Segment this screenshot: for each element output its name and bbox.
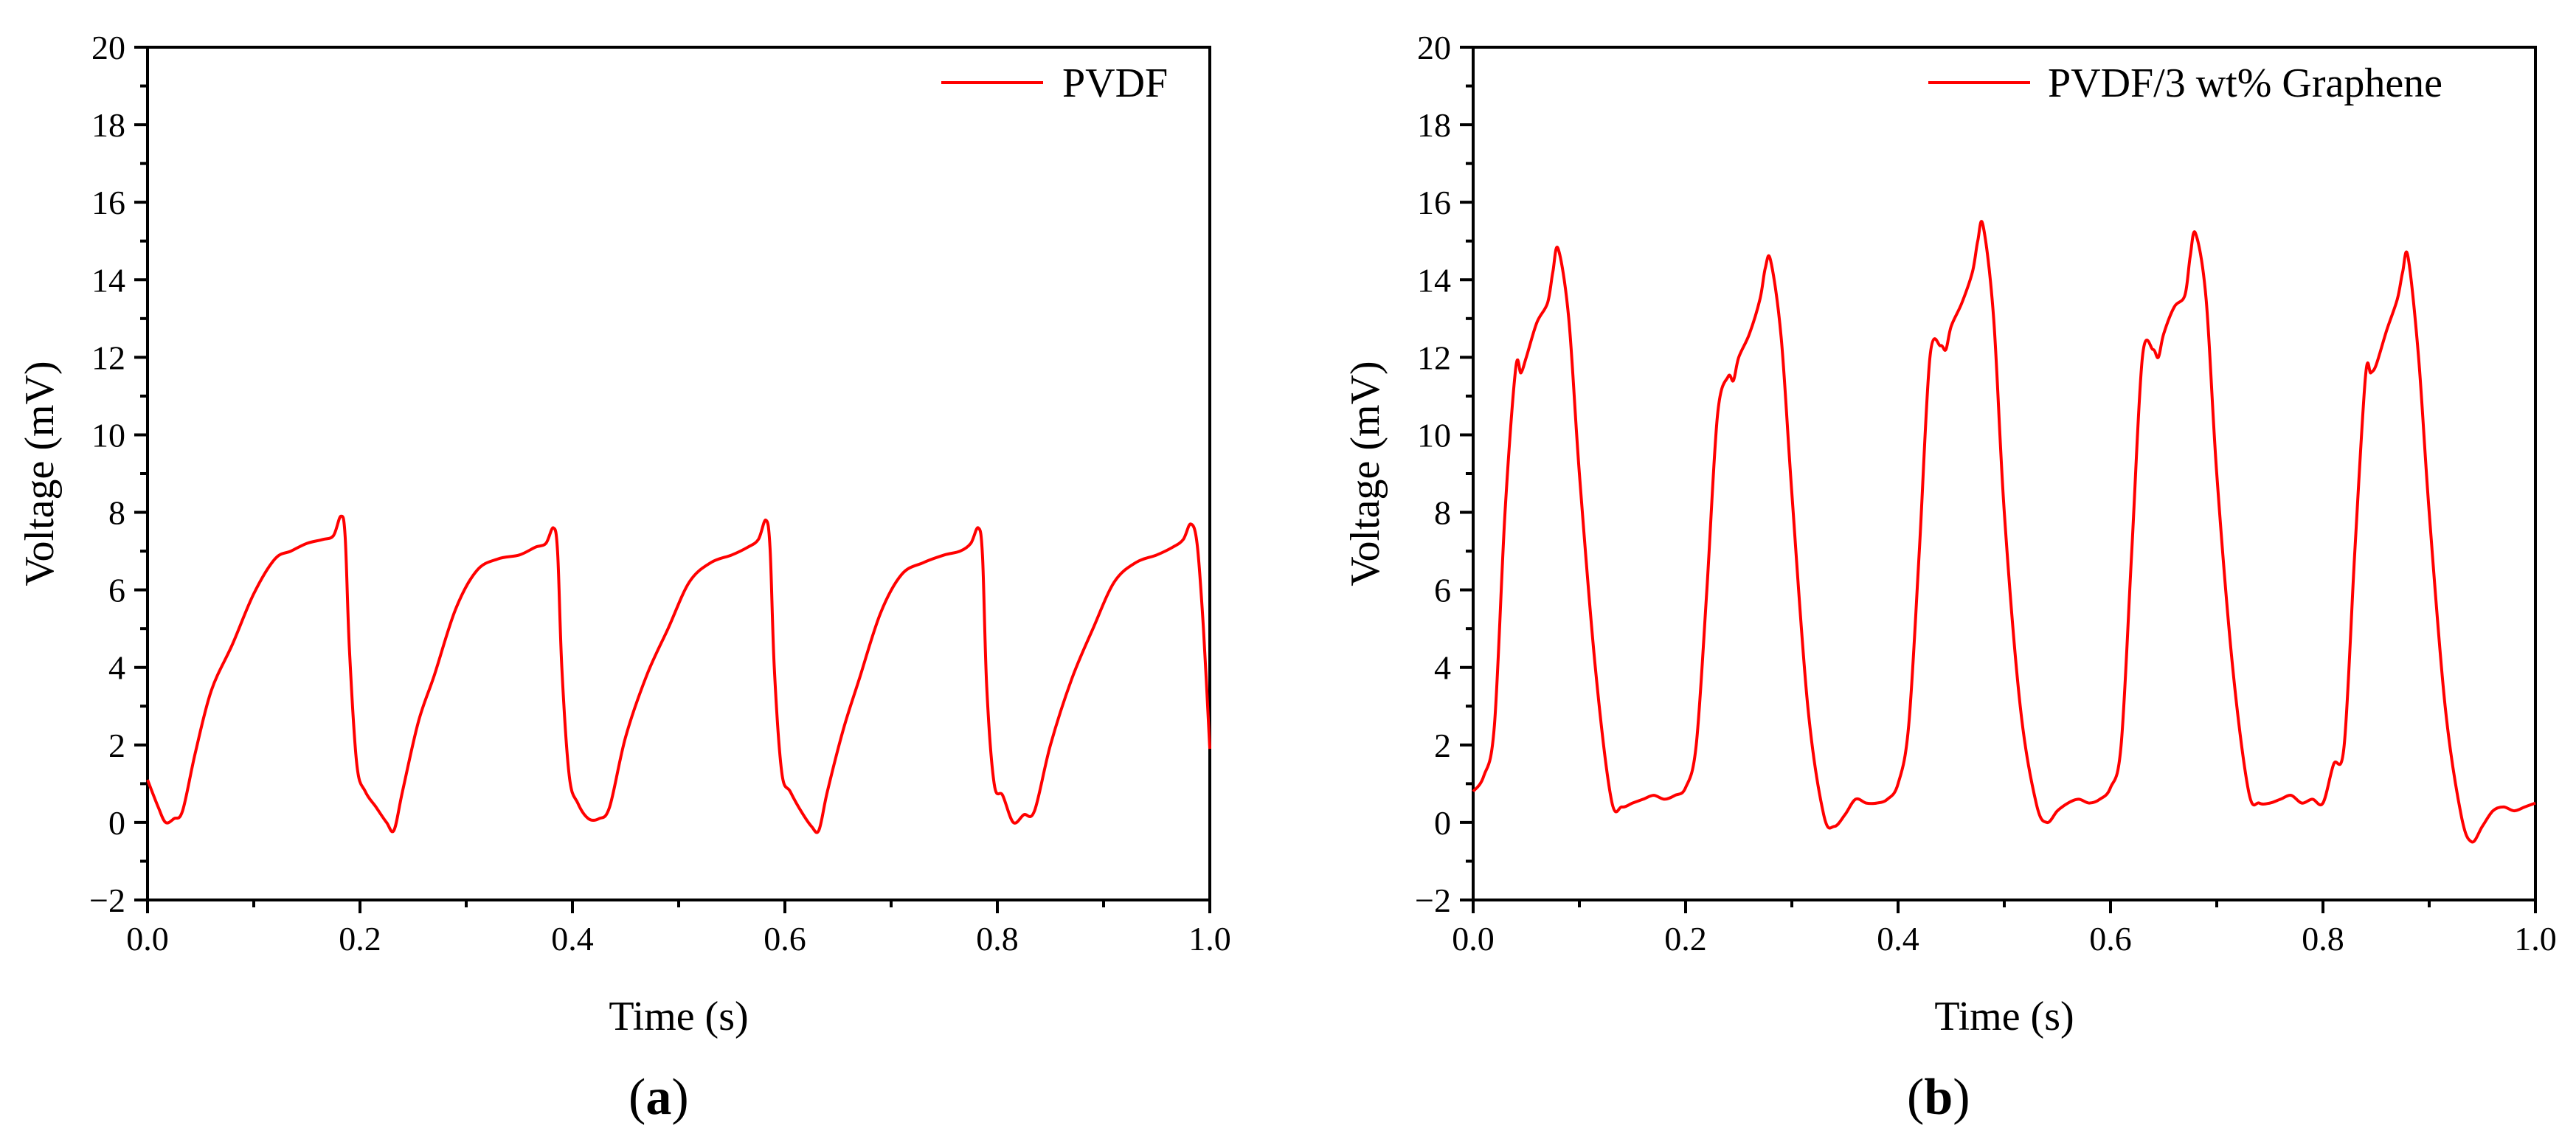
legend-label: PVDF — [1062, 60, 1168, 106]
y-tick-label: −2 — [89, 882, 125, 919]
y-tick-label: 12 — [1417, 339, 1451, 376]
y-tick-label: 4 — [1434, 649, 1451, 687]
x-tick-label: 0.2 — [1664, 920, 1707, 958]
series-group — [146, 514, 1211, 834]
x-axis-title: Time (s) — [1934, 994, 2074, 1039]
panel-label: (b) — [1907, 1069, 1970, 1126]
y-tick-label: 12 — [91, 339, 125, 376]
plot-frame — [1472, 46, 2537, 901]
x-tick-label: 0.0 — [1452, 920, 1495, 958]
panel-label-letter: a — [645, 1069, 671, 1126]
series-line — [146, 514, 1211, 834]
x-tick-label: 0.6 — [764, 920, 806, 958]
y-tick-label: 2 — [108, 727, 125, 764]
y-tick-label: 14 — [91, 261, 125, 299]
x-tick-label: 1.0 — [2514, 920, 2557, 958]
y-tick-label: 0 — [108, 804, 125, 842]
x-tick-label: 0.2 — [339, 920, 381, 958]
panel-label: (a) — [629, 1069, 689, 1126]
axis-ticks — [1460, 46, 2537, 913]
chart-panel-a: 0.0 0.2 0.4 0.6 0.8 1.0 −2 0 2 4 6 8 10 12 14 16 18 20 PV… — [17, 29, 1231, 1126]
y-tick-label: 18 — [91, 106, 125, 144]
tick-labels: 0.0 0.2 0.4 0.6 0.8 1.0 −2 0 2 4 6 8 10 12 14 16 18 20 — [89, 29, 1231, 958]
y-tick-label: 8 — [1434, 494, 1451, 532]
y-tick-label: 20 — [91, 29, 125, 66]
y-tick-label: 8 — [108, 494, 125, 532]
y-tick-label: 20 — [1417, 29, 1451, 66]
x-tick-label: 0.4 — [1877, 920, 1919, 958]
x-tick-label: 0.0 — [126, 920, 169, 958]
legend: PVDF — [941, 60, 1168, 106]
tick-labels: 0.0 0.2 0.4 0.6 0.8 1.0 −2 0 2 4 6 8 10 12 14 16 18 20 — [1415, 29, 2557, 958]
chart-panel-b: 0.0 0.2 0.4 0.6 0.8 1.0 −2 0 2 4 6 8 10 12 14 16 18 20 PV… — [1343, 29, 2557, 1126]
y-axis-title: Voltage (mV) — [1343, 361, 1388, 586]
x-tick-label: 0.8 — [2302, 920, 2344, 958]
y-tick-label: 16 — [91, 184, 125, 221]
y-tick-label: 16 — [1417, 184, 1451, 221]
y-axis-title: Voltage (mV) — [17, 361, 63, 586]
legend: PVDF/3 wt% Graphene — [1928, 60, 2442, 106]
y-tick-label: 0 — [1434, 804, 1451, 842]
y-tick-label: −2 — [1415, 882, 1451, 919]
plot-frame — [146, 46, 1211, 901]
x-tick-label: 0.4 — [551, 920, 594, 958]
x-axis-title: Time (s) — [609, 994, 748, 1039]
y-tick-label: 14 — [1417, 261, 1451, 299]
y-tick-label: 2 — [1434, 727, 1451, 764]
y-tick-label: 6 — [108, 572, 125, 609]
legend-label: PVDF/3 wt% Graphene — [2048, 60, 2442, 106]
axis-ticks — [134, 46, 1211, 913]
y-tick-label: 10 — [91, 416, 125, 454]
y-tick-label: 6 — [1434, 572, 1451, 609]
x-tick-label: 0.8 — [976, 920, 1019, 958]
y-tick-label: 4 — [108, 649, 125, 687]
x-tick-label: 0.6 — [2089, 920, 2132, 958]
x-tick-label: 1.0 — [1188, 920, 1231, 958]
y-tick-label: 10 — [1417, 416, 1451, 454]
series-line — [1472, 220, 2536, 844]
series-group — [1472, 220, 2536, 844]
y-tick-label: 18 — [1417, 106, 1451, 144]
panel-label-letter: b — [1924, 1069, 1953, 1126]
